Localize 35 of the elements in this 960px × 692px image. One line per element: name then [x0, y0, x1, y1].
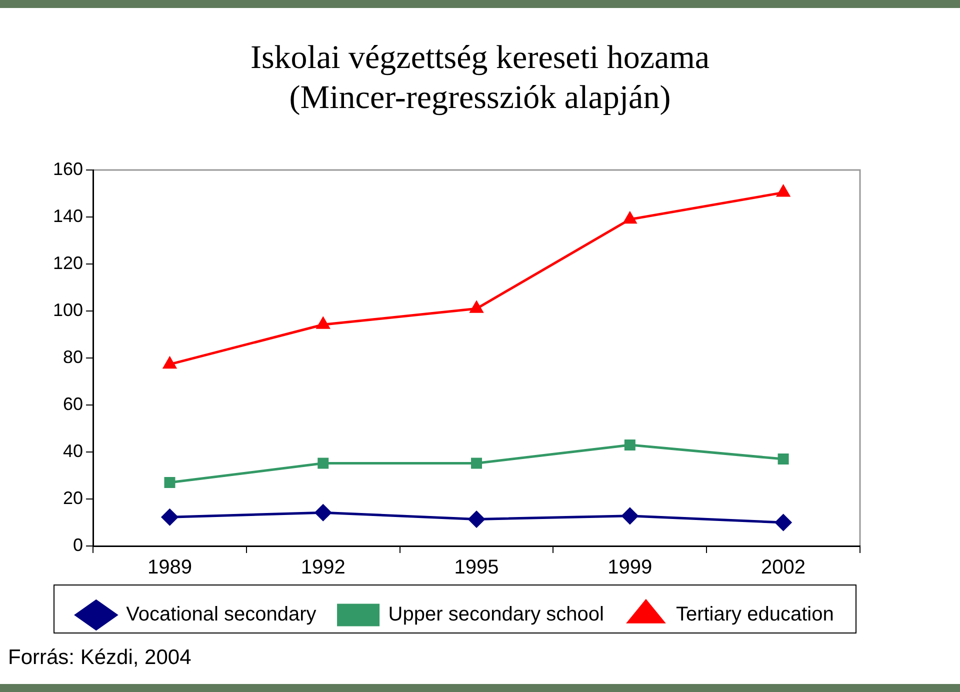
point [471, 458, 482, 469]
legend-label: Vocational secondary [126, 604, 316, 626]
y-tick-label: 120 [52, 252, 84, 273]
x-tick-label: 1999 [608, 556, 652, 579]
x-tick-label: 2002 [761, 556, 806, 579]
y-tick-label: 0 [73, 534, 84, 555]
chart-subtitle: (Mincer-regressziók alapján) [288, 79, 672, 118]
x-tick-label: 1992 [300, 556, 346, 579]
y-tick-label: 140 [52, 206, 84, 226]
point [778, 454, 789, 465]
legend-label: Upper secondary school [388, 604, 604, 626]
legend-label: Tertiary education [676, 604, 834, 626]
point [468, 510, 485, 528]
point [622, 508, 638, 524]
y-tick-label: 80 [63, 346, 84, 367]
point [316, 317, 330, 329]
y-tick-label: 160 [52, 158, 84, 179]
point [623, 212, 636, 224]
point [775, 514, 792, 531]
point [164, 477, 176, 488]
y-tick-label: 20 [63, 488, 84, 508]
point [624, 439, 636, 450]
y-tick-label: 100 [52, 300, 84, 320]
x-tick-label: 1995 [454, 556, 499, 579]
point [470, 301, 483, 313]
point [776, 185, 790, 197]
text: Forrás: Kézdi, 2004 [8, 646, 192, 670]
point [161, 508, 178, 526]
point [314, 504, 332, 521]
y-tick-label: 40 [63, 440, 84, 461]
x-tick-label: 1989 [147, 556, 192, 579]
point [163, 357, 176, 369]
point [318, 458, 329, 469]
y-tick-label: 60 [63, 394, 84, 414]
chart-title: Iskolai végzettség kereseti hozama [249, 39, 711, 78]
